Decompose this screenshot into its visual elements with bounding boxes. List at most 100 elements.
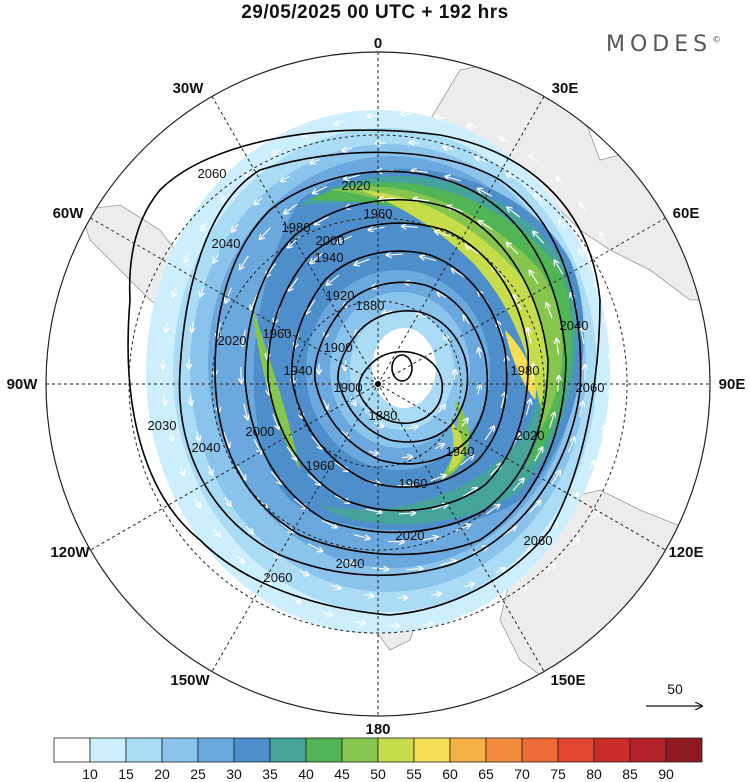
contour-label-27: 2060 [524,533,553,548]
wind-arrow-136 [207,465,212,475]
map-disk: 2060 2040 2020 1980 1960 1940 1920 1900 1880 2030… [46,52,710,716]
wind-arrow-151 [476,157,486,161]
wind-arrow-54 [466,245,480,255]
wind-arrow-214 [201,221,208,230]
wind-arrow-154 [559,220,566,229]
logo-text: MODES [606,32,713,57]
colorbar-tick-10: 60 [442,766,458,782]
wind-arrow-171 [299,570,309,576]
colorbar-swatch-1 [89,737,127,763]
wind-arrow-191 [610,478,615,487]
contour-label-3: 1980 [282,220,311,235]
contour-label-21: 2060 [576,380,605,395]
wind-arrow-123 [412,171,428,173]
wind-arrow-186 [628,299,631,310]
contour-label-16: 1960 [306,458,335,473]
wind-arrow-14 [434,444,444,450]
wind-arrow-130 [581,328,584,344]
wind-arrow-128 [555,260,564,275]
reference-vector-label: 50 [667,681,683,697]
wind-arrow-13 [461,419,468,427]
wind-arrow-182 [556,178,564,185]
wind-arrow-164 [524,548,533,555]
wind-arrow-166 [464,584,474,587]
lon-label-8: 120W [50,544,90,561]
wind-arrow-134 [245,525,253,533]
wind-arrow-189 [633,408,635,418]
wind-arrow-142 [214,253,219,263]
colorbar: 10 15 20 25 30 35 40 45 50 55 60 65 70 75 80 85 90 [53,737,703,782]
colorbar-tick-5: 35 [262,766,278,782]
wind-arrow-135 [224,497,231,506]
wind-arrow-6 [407,427,418,429]
wind-arrow-115 [217,322,220,339]
wind-arrow-121 [344,174,360,179]
wind-arrow-215 [222,193,229,201]
wind-arrow-100 [551,471,561,485]
colorbar-swatch-13 [521,737,559,763]
colorbar-swatch-0 [53,737,91,763]
wind-arrow-107 [339,558,354,564]
contour-label-1: 2040 [212,236,241,251]
wind-arrow-148 [376,143,386,144]
wind-arrow-150 [443,147,454,149]
wind-arrow-73 [507,243,519,255]
wind-arrow-144 [255,197,263,205]
wind-arrow-40 [497,321,504,337]
wind-arrow-10 [463,316,470,325]
wind-arrow-112 [223,431,230,447]
wind-arrow-102 [502,526,516,537]
colorbar-tick-8: 50 [370,766,386,782]
colorbar-tick-1: 15 [118,766,134,782]
colorbar-swatch-16 [629,737,667,763]
contour-label-8: 1880 [369,408,398,423]
wind-arrow-65 [365,509,382,512]
wind-arrow-143 [232,223,239,232]
wind-arrow-78 [549,413,555,429]
wind-arrow-82 [455,525,471,532]
wind-arrow-98 [379,198,395,199]
wind-arrow-158 [611,353,612,364]
wind-arrow-172 [246,168,254,175]
colorbar-swatch-17 [665,737,703,763]
lon-label-6: 180 [365,721,390,738]
wind-arrow-85 [353,534,370,539]
wind-arrow-196 [488,604,497,608]
colorbar-tick-4: 30 [226,766,242,782]
wind-arrow-167 [431,594,441,596]
colorbar-tick-0: 10 [82,766,98,782]
wind-arrow-160 [602,426,605,436]
map-title: 29/05/2025 00 UTC + 192 hrs [241,2,509,23]
wind-arrow-25 [430,475,446,482]
wind-arrow-68 [286,446,296,460]
wind-arrow-91 [241,366,242,383]
wind-arrow-111 [236,465,245,480]
wind-arrow-51 [369,227,385,230]
wind-arrow-42 [500,393,505,409]
wind-arrow-3 [444,335,450,344]
logo-mark: © [712,35,722,46]
wind-arrow-83 [422,537,438,540]
wind-arrow-203 [262,578,271,585]
colorbar-swatch-4 [197,737,235,763]
wind-arrow-94 [266,263,276,277]
contour-label-24: 1880 [356,298,385,313]
lon-label-9: 90W [7,376,39,393]
wind-arrow-117 [240,255,249,270]
contour-label-2: 2020 [342,178,371,193]
wind-arrow-53 [435,231,451,237]
wind-arrow-48 [289,277,299,291]
wind-arrow-24 [437,292,447,298]
wind-arrow-34 [327,274,340,285]
wind-arrow-169 [363,595,374,597]
colorbar-tick-14: 80 [586,766,602,782]
colorbar-tick-3: 25 [190,766,206,782]
colorbar-swatch-7 [305,737,343,763]
wind-arrow-156 [595,282,599,292]
colorbar-swatch-15 [593,737,631,763]
wind-arrow-138 [190,395,191,405]
wind-arrow-194 [546,564,555,572]
wind-arrow-211 [166,322,168,332]
wind-arrow-76 [556,339,558,355]
wind-arrow-152 [506,173,516,180]
